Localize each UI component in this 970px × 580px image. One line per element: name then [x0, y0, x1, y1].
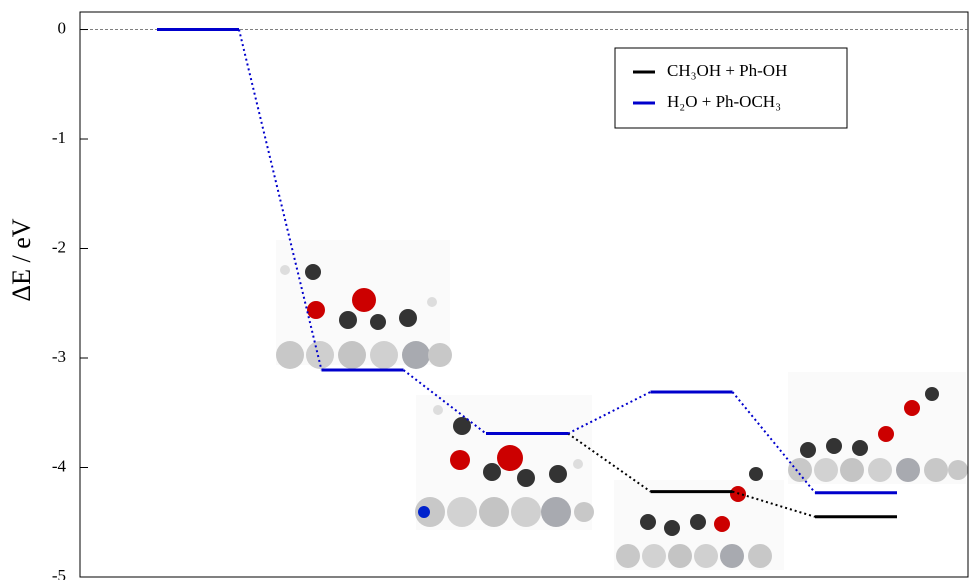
y-tick-label: -3 [52, 347, 66, 366]
legend-label: CH₃OH + Ph-OH [667, 61, 787, 80]
connector [567, 391, 651, 435]
connector [402, 369, 487, 435]
connector [567, 432, 652, 493]
legend-box [614, 47, 848, 129]
y-axis-label: ΔE / eV [7, 218, 36, 301]
molecule-image [614, 467, 784, 570]
y-tick-label: -4 [52, 456, 67, 475]
y-tick-label: -2 [52, 237, 66, 256]
y-tick-label: -1 [52, 128, 66, 147]
connector [731, 391, 816, 494]
connector [732, 490, 816, 518]
plot-frame [79, 11, 969, 578]
y-tick-label: 0 [58, 18, 67, 37]
connector [238, 29, 323, 371]
molecule-image [276, 240, 452, 369]
legend-label: H₂O + Ph-OCH₃ [667, 92, 781, 111]
molecule-image [788, 372, 968, 484]
y-tick-label: -5 [52, 566, 66, 580]
molecule-image [415, 395, 594, 530]
